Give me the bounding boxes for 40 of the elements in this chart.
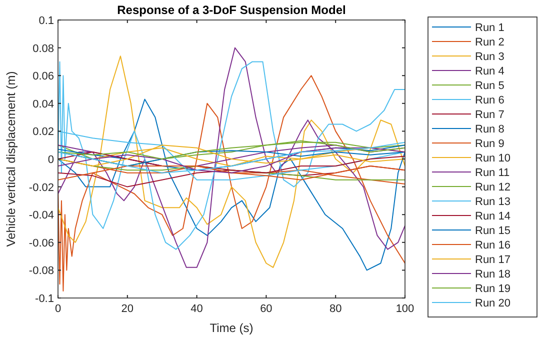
y-tick-label: -0.06 bbox=[28, 237, 54, 250]
legend-label: Run 13 bbox=[475, 196, 510, 208]
legend-label: Run 2 bbox=[475, 36, 504, 48]
y-tick-label: 0.1 bbox=[38, 15, 54, 27]
x-tick-label: 0 bbox=[54, 303, 62, 315]
y-tick-label: -0.04 bbox=[28, 210, 54, 222]
y-tick-label: -0.08 bbox=[28, 265, 54, 278]
legend-label: Run 11 bbox=[475, 167, 510, 179]
legend-label: Run 10 bbox=[475, 152, 510, 164]
legend-label: Run 16 bbox=[475, 240, 510, 252]
y-tick-label: -0.1 bbox=[35, 293, 54, 305]
y-tick-label: 0.02 bbox=[32, 126, 54, 138]
legend-label: Run 6 bbox=[475, 94, 504, 106]
legend-label: Run 20 bbox=[475, 298, 510, 310]
y-tick-label: -0.02 bbox=[28, 182, 54, 194]
legend-label: Run 4 bbox=[475, 66, 504, 78]
legend-label: Run 3 bbox=[475, 51, 504, 63]
x-tick-label: 40 bbox=[190, 303, 203, 315]
x-tick-label: 20 bbox=[121, 303, 134, 315]
x-axis-title: Time (s) bbox=[210, 321, 254, 335]
legend-label: Run 12 bbox=[475, 182, 510, 194]
legend-label: Run 19 bbox=[475, 283, 510, 295]
legend-label: Run 9 bbox=[475, 138, 504, 150]
x-tick-label: 60 bbox=[260, 303, 272, 315]
x-tick-label: 100 bbox=[396, 303, 414, 315]
legend-label: Run 5 bbox=[475, 80, 504, 92]
y-tick-label: 0.08 bbox=[32, 42, 54, 55]
y-tick-label: 0 bbox=[48, 154, 54, 166]
legend-label: Run 1 bbox=[475, 22, 504, 34]
x-tick-label: 80 bbox=[329, 303, 342, 315]
legend-label: Run 15 bbox=[475, 225, 510, 237]
legend-label: Run 18 bbox=[475, 268, 510, 280]
chart-title: Response of a 3-DoF Suspension Model bbox=[117, 3, 346, 17]
legend-label: Run 8 bbox=[475, 124, 504, 136]
legend-label: Run 7 bbox=[475, 109, 504, 121]
y-tick-label: 0.06 bbox=[32, 70, 54, 83]
y-axis-title: Vehicle vertical displacement (m) bbox=[4, 71, 18, 247]
legend-label: Run 14 bbox=[475, 210, 510, 222]
legend-label: Run 17 bbox=[475, 254, 510, 266]
y-tick-label: 0.04 bbox=[32, 98, 54, 110]
